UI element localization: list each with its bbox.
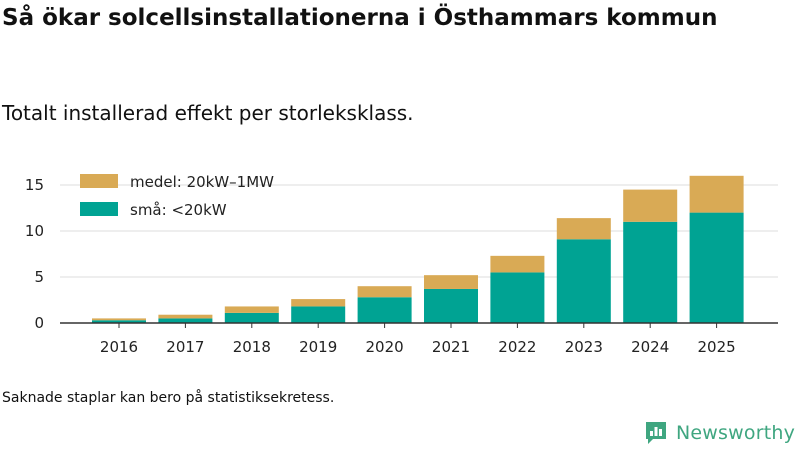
bar-2023-medium (556, 218, 611, 240)
bar-2016-small (92, 320, 146, 323)
bar-2022-medium (490, 255, 545, 273)
bar-2018-medium (224, 306, 279, 313)
x-tick-label: 2021 (432, 338, 470, 356)
legend-swatch-small (80, 202, 118, 216)
bar-2021-medium (424, 275, 478, 289)
legend-swatch-medium (80, 174, 118, 188)
x-tick-label: 2016 (100, 338, 138, 356)
bar-2025-medium (689, 175, 744, 213)
y-tick-label: 5 (34, 268, 44, 286)
brand-logo[interactable]: Newsworthy (644, 420, 795, 446)
bar-2020-small (357, 297, 412, 323)
x-tick-label: 2017 (166, 338, 204, 356)
bar-2024-small (623, 221, 678, 323)
x-tick-label: 2025 (698, 338, 736, 356)
y-tick-label: 10 (25, 222, 44, 240)
chart-subtitle: Totalt installerad effekt per storlekskl… (2, 101, 414, 125)
bar-2017-medium (158, 314, 213, 319)
bar-chart-speech-icon (646, 422, 666, 444)
bar-2024-medium (623, 189, 678, 222)
bar-2025-small (689, 212, 744, 323)
y-tick-label: 0 (34, 314, 44, 332)
bar-2022-small (490, 272, 545, 323)
x-tick-label: 2024 (631, 338, 669, 356)
bar-2019-small (291, 306, 346, 323)
x-tick-label: 2020 (366, 338, 404, 356)
x-tick-label: 2022 (498, 338, 536, 356)
stacked-bar-chart: 0 5 10 15 2016 2017 2018 2019 2020 2021 2022 2023 20… (25, 173, 778, 356)
bar-2017-small (158, 318, 213, 323)
legend-label-small: små: <20kW (130, 201, 227, 219)
x-tick-label: 2018 (233, 338, 271, 356)
brand-name: Newsworthy (676, 422, 796, 444)
bar-2019-medium (291, 299, 346, 307)
x-tick-label: 2019 (299, 338, 337, 356)
bar-2021-small (424, 288, 478, 323)
footnote: Saknade staplar kan bero på statistiksek… (2, 390, 335, 406)
bar-2016-medium (92, 318, 146, 321)
x-tick-label: 2023 (565, 338, 603, 356)
legend-label-medium: medel: 20kW–1MW (130, 173, 274, 191)
bar-2023-small (556, 239, 611, 323)
y-tick-label: 15 (25, 176, 44, 194)
chart-title: Så ökar solcellsinstallationerna i Östha… (2, 5, 718, 31)
bar-2020-medium (357, 286, 412, 298)
bar-2018-small (224, 312, 279, 323)
